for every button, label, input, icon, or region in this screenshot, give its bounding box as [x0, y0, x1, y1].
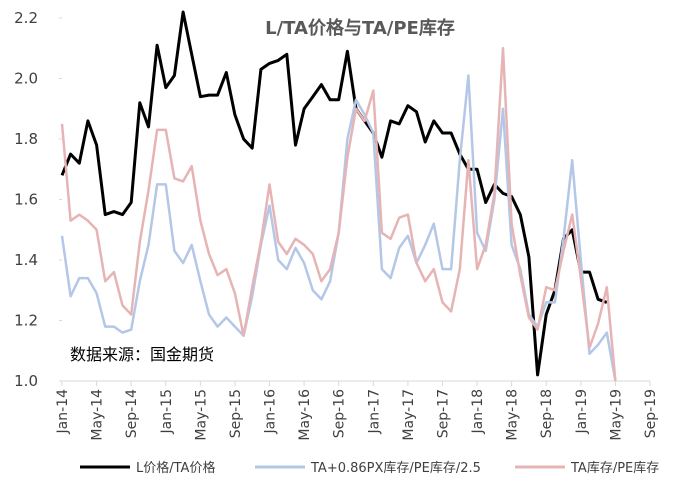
y-tick-label: 1.2 — [14, 312, 38, 330]
x-tick-label: Sep-18 — [539, 389, 555, 438]
x-tick-label: May-14 — [90, 389, 106, 441]
x-tick-label: Jan-15 — [159, 389, 175, 434]
series-line — [60, 47, 617, 382]
y-tick-label: 1.0 — [14, 372, 38, 390]
series-line — [60, 10, 608, 377]
x-tick-label: Jan-17 — [366, 389, 382, 434]
x-tick-label: Sep-14 — [124, 389, 140, 438]
x-tick-label: May-16 — [297, 389, 313, 441]
x-tick-label: Jan-18 — [470, 389, 486, 434]
y-tick-label: 1.6 — [14, 191, 38, 209]
legend-label: TA+0.86PX库存/PE库存/2.5 — [310, 460, 481, 476]
y-tick-label: 2.0 — [14, 70, 38, 88]
x-tick-label: Sep-15 — [228, 389, 244, 438]
legend-label: L价格/TA价格 — [136, 460, 215, 476]
x-tick-label: Sep-19 — [643, 389, 659, 438]
y-tick-label: 2.2 — [14, 9, 38, 27]
x-tick-label: Jan-19 — [574, 389, 590, 434]
chart-title: L/TA价格与TA/PE库存 — [265, 17, 455, 39]
y-tick-label: 1.8 — [14, 130, 38, 148]
x-tick-label: May-18 — [505, 389, 521, 441]
x-tick-label: Jan-16 — [263, 389, 279, 435]
x-tick-label: Sep-16 — [332, 389, 348, 438]
x-tick-label: Jan-14 — [55, 389, 71, 435]
annotation: 数据来源：国金期货 — [70, 345, 214, 364]
x-tick-label: May-15 — [193, 389, 209, 441]
x-tick-label: May-17 — [401, 389, 417, 441]
y-tick-label: 1.4 — [14, 251, 38, 269]
legend-label: TA库存/PE库存 — [570, 460, 659, 476]
x-tick-label: May-19 — [608, 389, 624, 441]
x-tick-label: Sep-17 — [435, 389, 451, 438]
